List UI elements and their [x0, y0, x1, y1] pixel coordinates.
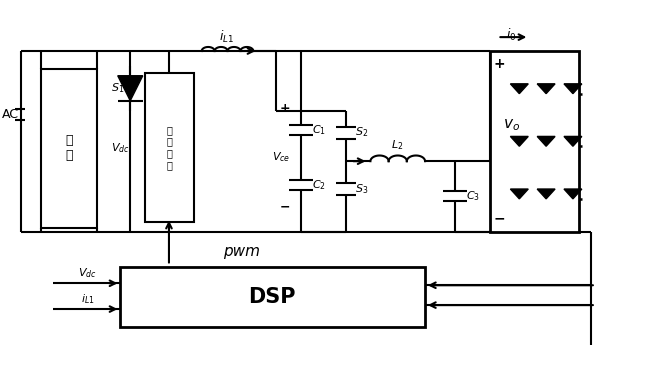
Bar [41, 69, 98, 228]
Polygon shape [511, 189, 528, 199]
Text: −: − [493, 212, 505, 226]
Text: 仿
真
双
倍: 仿 真 双 倍 [166, 125, 172, 170]
Polygon shape [564, 189, 582, 199]
Polygon shape [537, 137, 555, 146]
Text: $C_3$: $C_3$ [465, 189, 479, 203]
Text: $C_1$: $C_1$ [312, 124, 326, 137]
Text: $L_2$: $L_2$ [391, 138, 404, 152]
Text: $S_2$: $S_2$ [355, 125, 368, 139]
Text: +: + [280, 102, 291, 115]
Text: 整
流: 整 流 [65, 134, 72, 162]
Polygon shape [564, 84, 582, 94]
Text: $V_{dc}$: $V_{dc}$ [78, 266, 97, 280]
Text: $V_{ce}$: $V_{ce}$ [272, 150, 291, 164]
Polygon shape [537, 84, 555, 94]
Text: +: + [493, 57, 505, 71]
Text: $S_1$: $S_1$ [110, 81, 124, 94]
Text: $i_{L1}$: $i_{L1}$ [219, 29, 234, 45]
Text: −: − [280, 201, 291, 214]
Text: $i_0$: $i_0$ [506, 27, 517, 43]
Bar [145, 73, 194, 222]
Text: $v_o$: $v_o$ [503, 118, 520, 133]
Text: $V_{dc}$: $V_{dc}$ [111, 141, 130, 155]
Bar [489, 51, 579, 232]
Text: DSP: DSP [249, 287, 296, 307]
Polygon shape [537, 189, 555, 199]
Text: $S_3$: $S_3$ [355, 182, 368, 196]
Polygon shape [118, 76, 143, 101]
Polygon shape [564, 137, 582, 146]
Polygon shape [511, 137, 528, 146]
Text: AC: AC [1, 108, 19, 121]
Text: $C_2$: $C_2$ [312, 178, 326, 192]
Text: pwm: pwm [223, 244, 260, 259]
Bar [120, 267, 425, 327]
Polygon shape [511, 84, 528, 94]
Text: $i_{L1}$: $i_{L1}$ [80, 292, 94, 306]
